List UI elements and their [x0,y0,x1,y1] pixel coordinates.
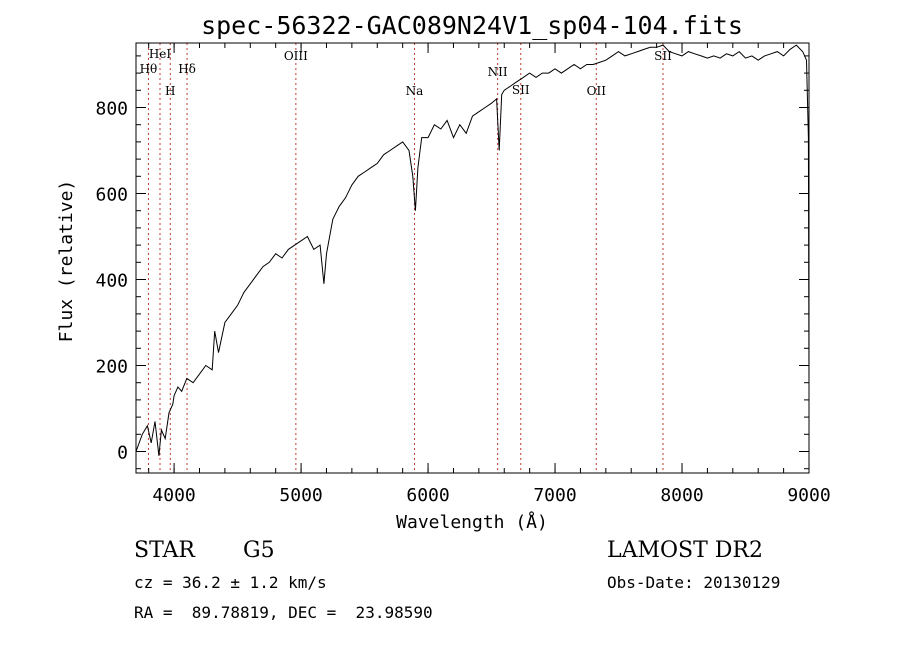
y-tick-label: 0 [117,443,128,464]
spectral-line-label: SII [654,49,672,63]
y-axis-ticks: 0 200 400 600 800 [95,55,809,470]
y-tick-label: 600 [95,185,128,206]
spectral-line-label: OIII [284,49,308,63]
y-tick-label: 200 [95,357,128,378]
x-tick-label: 4000 [152,485,195,506]
y-tick-label: 400 [95,271,128,292]
spectral-line-label: Hδ [178,62,196,76]
spectral-line-label: SII [512,83,530,97]
spectral-line-label: Na [406,84,424,98]
x-axis-ticks: 4000 5000 6000 7000 8000 9000 [148,43,831,506]
spectrum-series-line [135,44,810,456]
spectral-line-label: OII [587,84,607,98]
x-tick-label: 6000 [406,485,449,506]
object-subclass: G5 [243,538,275,563]
x-tick-label: 9000 [787,485,830,506]
x-tick-label: 7000 [533,485,576,506]
spectral-line-label: H [165,84,175,98]
coordinates: RA = 89.78819, DEC = 23.98590 [134,603,433,622]
spectral-line-label: HeI [149,47,172,61]
x-tick-label: 8000 [660,485,703,506]
object-class: STAR [134,538,195,563]
plot-frame [135,42,810,474]
y-axis-label: Flux (relative) [56,180,77,343]
spectral-line-label: NII [488,65,508,79]
spectral-line-label: Hθ [140,62,158,76]
survey-name: LAMOST DR2 [607,538,763,563]
observation-date: Obs-Date: 20130129 [607,573,781,592]
y-tick-label: 800 [95,99,128,120]
redshift-cz: cz = 36.2 ± 1.2 km/s [134,573,327,592]
plot-border [135,42,810,474]
chart-title: spec-56322-GAC089N24V1_sp04-104.fits [201,11,743,40]
x-tick-label: 5000 [279,485,322,506]
x-axis-label: Wavelength (Å) [396,511,548,533]
